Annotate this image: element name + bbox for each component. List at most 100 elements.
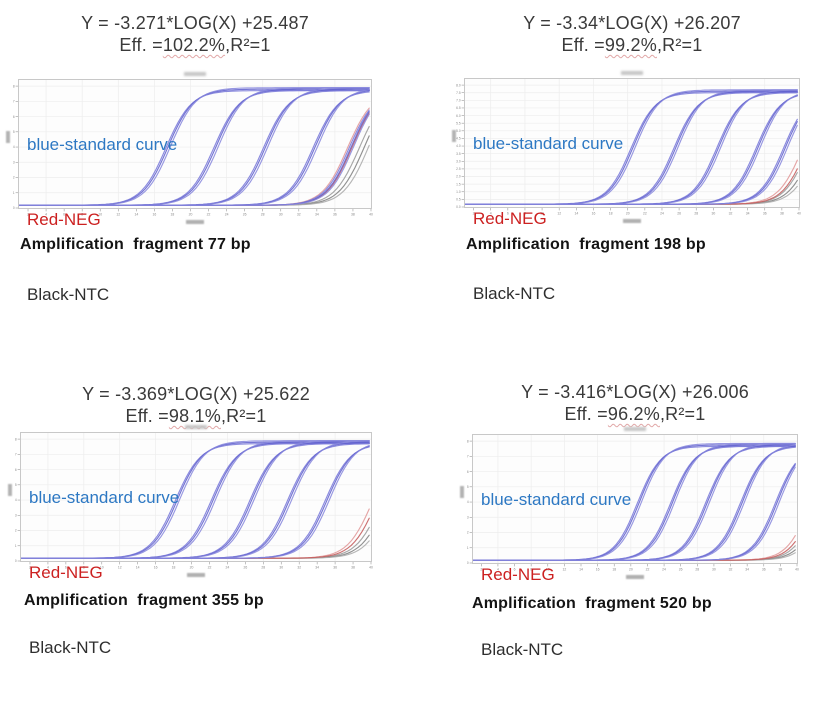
svg-text:5: 5 <box>15 483 17 487</box>
svg-text:4.5: 4.5 <box>456 137 461 141</box>
svg-text:26: 26 <box>677 212 681 216</box>
svg-text:7: 7 <box>467 455 469 459</box>
svg-text:5: 5 <box>467 485 469 489</box>
svg-text:12: 12 <box>557 212 561 216</box>
svg-text:38: 38 <box>778 568 782 572</box>
x-axis-label-smudge <box>187 573 205 577</box>
efficiency-line: Eff. =98.1%,R²=1 <box>20 406 372 427</box>
svg-text:20: 20 <box>626 212 630 216</box>
svg-text:40: 40 <box>795 568 799 572</box>
svg-text:28: 28 <box>261 213 265 217</box>
svg-text:3: 3 <box>13 160 15 164</box>
svg-text:16: 16 <box>592 212 596 216</box>
plot-micro-title-smudge <box>624 427 646 431</box>
y-axis-label-smudge <box>460 486 464 498</box>
svg-text:40: 40 <box>797 212 801 216</box>
svg-text:8.0: 8.0 <box>456 83 461 87</box>
svg-text:30: 30 <box>711 212 715 216</box>
svg-text:6: 6 <box>507 212 509 216</box>
svg-text:0.5: 0.5 <box>456 198 461 202</box>
legend-ntc: Black-NTC <box>29 638 112 657</box>
panel-caption: Amplification fragment 198 bp <box>466 236 706 253</box>
svg-text:14: 14 <box>579 568 583 572</box>
plot-legend: blue-standard curve Red-NEG Black-NTC <box>481 437 631 712</box>
legend-ntc: Black-NTC <box>481 640 564 659</box>
svg-text:22: 22 <box>208 566 212 570</box>
svg-text:22: 22 <box>207 213 211 217</box>
svg-text:24: 24 <box>225 213 229 217</box>
svg-text:3.5: 3.5 <box>456 152 461 156</box>
svg-text:30: 30 <box>279 213 283 217</box>
svg-text:8: 8 <box>81 213 83 217</box>
y-axis-label-smudge <box>8 484 12 496</box>
svg-text:6: 6 <box>514 568 516 572</box>
svg-text:36: 36 <box>763 212 767 216</box>
svg-text:6: 6 <box>65 566 67 570</box>
efficiency-value: 99.2% <box>604 35 657 55</box>
svg-text:7: 7 <box>15 453 17 457</box>
svg-text:18: 18 <box>172 566 176 570</box>
svg-text:8: 8 <box>524 212 526 216</box>
svg-text:20: 20 <box>190 566 194 570</box>
svg-text:18: 18 <box>609 212 613 216</box>
svg-text:32: 32 <box>297 566 301 570</box>
svg-text:3: 3 <box>467 515 469 519</box>
svg-text:4: 4 <box>45 213 47 217</box>
svg-text:0: 0 <box>467 561 469 565</box>
svg-text:2: 2 <box>27 213 29 217</box>
svg-text:24: 24 <box>660 212 664 216</box>
svg-text:7.5: 7.5 <box>456 91 461 95</box>
svg-text:36: 36 <box>762 568 766 572</box>
panel-caption: Amplification fragment 77 bp <box>20 236 251 253</box>
svg-text:30: 30 <box>279 566 283 570</box>
svg-text:40: 40 <box>369 566 373 570</box>
efficiency-prefix: Eff. = <box>564 404 608 424</box>
svg-text:8: 8 <box>15 437 17 441</box>
efficiency-prefix: Eff. = <box>125 406 169 426</box>
amplification-plot: 2 4 6 8 10 12 14 16 18 20 22 24 26 28 30 32 34 36 38 40 8.0 7… <box>452 71 801 303</box>
efficiency-value: 98.1% <box>168 406 221 426</box>
svg-text:38: 38 <box>351 566 355 570</box>
svg-text:26: 26 <box>243 566 247 570</box>
efficiency-value: 96.2% <box>607 404 660 424</box>
svg-text:32: 32 <box>729 568 733 572</box>
svg-text:1.0: 1.0 <box>456 190 461 194</box>
efficiency-line: Eff. =96.2%,R²=1 <box>472 404 798 425</box>
legend-neg: Red-NEG <box>29 563 103 582</box>
plot-micro-title-smudge <box>184 72 206 76</box>
efficiency-prefix: Eff. = <box>561 35 605 55</box>
svg-text:2: 2 <box>473 212 475 216</box>
regression-equation: Y = -3.369*LOG(X) +25.622 <box>82 384 310 404</box>
svg-text:2.0: 2.0 <box>456 175 461 179</box>
svg-text:5: 5 <box>13 130 15 134</box>
legend-standard-curve: blue-standard curve <box>29 488 180 507</box>
svg-text:32: 32 <box>729 212 733 216</box>
y-axis-label-smudge <box>6 131 10 143</box>
svg-text:0: 0 <box>13 206 15 210</box>
svg-text:30: 30 <box>712 568 716 572</box>
svg-text:34: 34 <box>315 213 319 217</box>
r-squared-value: ,R²=1 <box>225 35 271 55</box>
svg-text:2.5: 2.5 <box>456 167 461 171</box>
svg-text:24: 24 <box>662 568 666 572</box>
svg-text:40: 40 <box>369 213 373 217</box>
amplification-curves-chart: 2 4 6 8 10 12 14 16 18 20 22 24 26 28 30 32 34 36 38 408765… <box>13 79 373 217</box>
plot-legend: blue-standard curve Red-NEG Black-NTC <box>27 82 177 357</box>
legend-ntc: Black-NTC <box>473 284 556 303</box>
svg-text:8: 8 <box>13 84 15 88</box>
amplification-curves-chart: 2 4 6 8 10 12 14 16 18 20 22 24 26 28 30 32 34 36 38 408765… <box>467 434 799 572</box>
svg-text:4: 4 <box>497 568 499 572</box>
svg-text:10: 10 <box>540 212 544 216</box>
svg-text:22: 22 <box>643 212 647 216</box>
svg-text:4: 4 <box>13 145 15 149</box>
svg-text:6: 6 <box>63 213 65 217</box>
svg-text:1: 1 <box>467 546 469 550</box>
x-axis-label-smudge <box>626 575 644 579</box>
regression-equation: Y = -3.416*LOG(X) +26.006 <box>521 382 749 402</box>
svg-text:2: 2 <box>29 566 31 570</box>
svg-text:7.0: 7.0 <box>456 99 461 103</box>
efficiency-value: 102.2% <box>162 35 226 55</box>
svg-text:38: 38 <box>780 212 784 216</box>
qpcr-panel-520bp: Y = -3.416*LOG(X) +26.006 Eff. =96.2%,R²… <box>406 360 813 659</box>
svg-text:12: 12 <box>562 568 566 572</box>
